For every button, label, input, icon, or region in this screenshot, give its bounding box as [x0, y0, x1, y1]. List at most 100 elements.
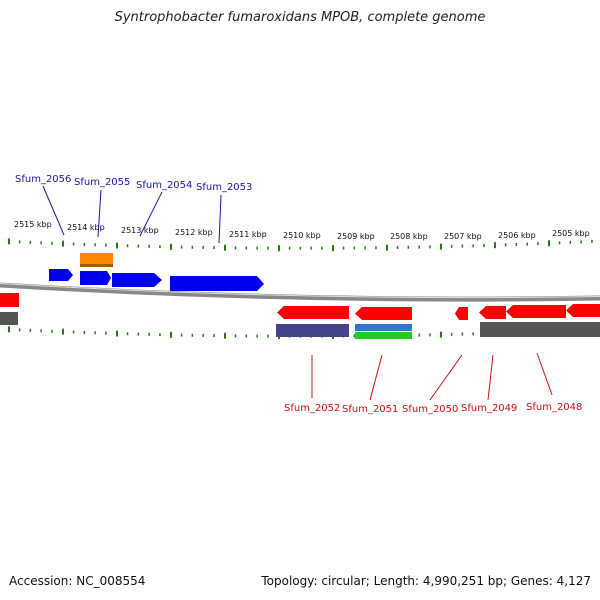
kbp-label: 2509 kbp: [337, 232, 375, 241]
gene-arrow-sfum-2051[interactable]: [355, 307, 412, 320]
scale-tick: [461, 332, 464, 336]
kbp-label: 2506 kbp: [498, 231, 536, 240]
scale-tick: [18, 240, 21, 244]
scale-tick: [332, 245, 334, 252]
scale-tick: [494, 242, 496, 249]
scale-tick: [429, 333, 431, 337]
scale-tick: [83, 330, 86, 334]
gene-label-sfum-2054[interactable]: Sfum_2054: [136, 180, 192, 191]
gene-label-sfum-2050[interactable]: Sfum_2050: [402, 404, 458, 415]
genome-backbone: [0, 282, 600, 302]
scale-tick: [234, 334, 237, 338]
scale-tick: [569, 240, 572, 244]
kbp-label: 2507 kbp: [444, 232, 482, 241]
scale-tick: [148, 244, 150, 248]
gene-bar-right: [480, 322, 600, 337]
scale-tick: [245, 246, 248, 250]
scale-tick: [450, 244, 453, 248]
gene-arrow-right-edge[interactable]: [566, 304, 600, 317]
forward-features: [49, 253, 264, 291]
scale-tick: [180, 245, 183, 249]
genome-backbone-highlight: [0, 283, 600, 299]
kbp-label: 2505 kbp: [552, 229, 590, 238]
gene-arrow-sfum-2049[interactable]: [479, 306, 506, 319]
scale-tick: [504, 243, 507, 247]
scale-tick: [224, 332, 226, 339]
top-scale-ticks: [8, 238, 593, 252]
scale-tick: [375, 246, 377, 250]
gene-arrow-sfum-2052[interactable]: [277, 306, 349, 319]
scale-tick: [558, 241, 561, 245]
genome-summary-text: Topology: circular; Length: 4,990,251 bp…: [261, 574, 591, 588]
gene-arrow-sfum-2054[interactable]: [112, 273, 162, 287]
gene-arrow-sfum-2053[interactable]: [170, 276, 264, 291]
scale-tick: [418, 245, 420, 249]
scale-tick: [51, 241, 53, 245]
scale-tick: [429, 245, 431, 249]
scale-tick: [278, 245, 280, 252]
scale-tick: [537, 242, 539, 246]
kbp-label: 2515 kbp: [14, 220, 52, 229]
scale-tick: [62, 240, 64, 247]
gene-label-sfum-2048[interactable]: Sfum_2048: [526, 402, 582, 413]
gene-label-sfum-2055[interactable]: Sfum_2055: [74, 177, 130, 188]
kbp-scale-labels: 2515 kbp 2514 kbp 2513 kbp 2512 kbp 2511 kbp…: [14, 220, 590, 241]
scale-tick: [29, 328, 32, 332]
leader-line-sfum-2049: [487, 354, 494, 401]
scale-tick: [126, 244, 129, 248]
leader-line-sfum-2050: [429, 354, 463, 401]
scale-tick: [116, 330, 118, 337]
leader-line-sfum-2051: [369, 354, 383, 401]
gene-label-sfum-2053[interactable]: Sfum_2053: [196, 182, 252, 193]
gene-arrow-sfum-2056[interactable]: [49, 269, 73, 281]
scale-tick: [245, 334, 248, 338]
scale-tick: [83, 242, 86, 246]
scale-tick: [440, 331, 442, 338]
scale-tick: [191, 245, 194, 249]
scale-tick: [126, 332, 129, 336]
scale-tick: [137, 332, 140, 336]
scale-tick: [105, 243, 107, 247]
scale-tick: [353, 246, 356, 250]
scale-tick: [515, 242, 518, 246]
scale-tick: [72, 242, 75, 246]
kbp-label: 2508 kbp: [390, 232, 428, 241]
gene-label-sfum-2052[interactable]: Sfum_2052: [284, 403, 340, 414]
rna-feature-sfum-2055[interactable]: [80, 253, 113, 266]
scale-tick: [62, 328, 64, 335]
leader-line-sfum-2048: [536, 352, 553, 396]
gene-arrow-left-edge[interactable]: [0, 293, 19, 307]
scale-tick: [321, 246, 323, 250]
scale-tick: [353, 334, 356, 338]
scale-tick: [159, 245, 161, 249]
scale-tick: [159, 333, 161, 337]
scale-tick: [8, 326, 10, 333]
scale-tick: [51, 329, 53, 333]
forward-gene-labels: Sfum_2056 Sfum_2055 Sfum_2054 Sfum_2053: [15, 174, 252, 244]
scale-tick: [310, 246, 312, 250]
scale-tick: [137, 244, 140, 248]
scale-tick: [29, 240, 32, 244]
scale-tick: [267, 246, 269, 250]
scale-tick: [213, 334, 215, 338]
scale-tick: [40, 329, 42, 333]
gene-arrow-sfum-2050[interactable]: [455, 307, 468, 320]
leader-line-sfum-2056: [42, 185, 65, 236]
gene-label-sfum-2049[interactable]: Sfum_2049: [461, 403, 517, 414]
scale-tick: [548, 240, 550, 247]
scale-tick: [450, 332, 453, 336]
gene-label-sfum-2051[interactable]: Sfum_2051: [342, 404, 398, 415]
gene-label-sfum-2056[interactable]: Sfum_2056: [15, 174, 71, 185]
gene-arrow-sfum-2055[interactable]: [80, 271, 111, 285]
scale-tick: [8, 238, 10, 245]
scale-tick: [191, 333, 194, 337]
scale-tick: [396, 245, 399, 249]
scale-tick: [148, 332, 150, 336]
scale-tick: [105, 331, 107, 335]
gene-arrow-sfum-2048[interactable]: [506, 305, 566, 318]
scale-tick: [40, 241, 42, 245]
protein-bar-sfum-2051-green: [355, 332, 412, 339]
protein-bar-sfum-2051-blue: [355, 324, 412, 331]
